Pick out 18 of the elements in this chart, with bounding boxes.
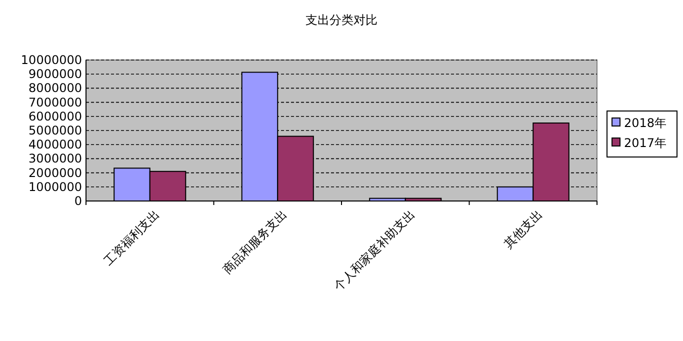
y-tick-label: 3000000 [28,152,82,166]
y-tick-label: 0 [74,194,82,208]
y-tick-label: 6000000 [28,109,82,124]
y-tick-label: 8000000 [28,81,82,96]
x-tick-label: 工资福利支出 [101,207,162,268]
y-tick-label: 7000000 [28,95,82,110]
legend-label: 2017年 [624,136,667,150]
x-tick-label: 商品和服务支出 [220,207,290,277]
y-tick-label: 9000000 [28,67,82,82]
y-tick-label: 2000000 [28,166,82,180]
legend-label: 2018年 [624,116,667,130]
y-tick-label: 1000000 [28,180,82,194]
x-tick-label: 其他支出 [501,207,546,252]
chart-title: 支出分类对比 [306,13,378,27]
x-tick-label: 个人和家庭补助支出 [331,207,418,294]
y-tick-label: 10000000 [20,53,82,67]
y-tick-label: 5000000 [28,124,82,138]
y-tick-label: 4000000 [28,138,82,152]
